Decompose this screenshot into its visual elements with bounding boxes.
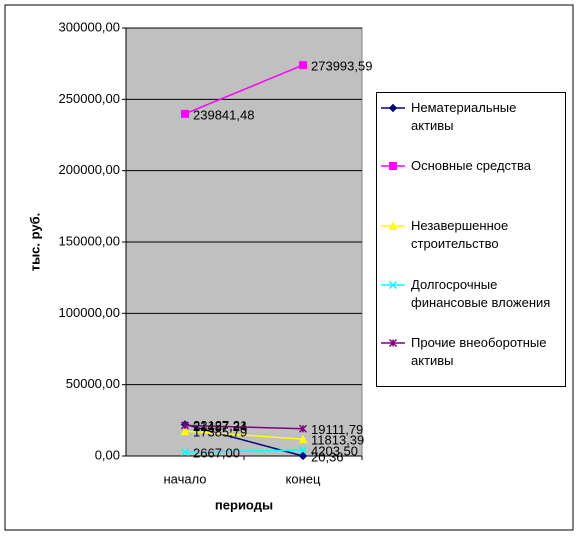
legend-label: Прочие внеоборотные активы	[411, 335, 547, 368]
y-tick-label: 100000,00	[59, 305, 120, 320]
data-label: 4203,50	[311, 443, 358, 458]
marker	[298, 434, 308, 444]
legend-label: Нематериальные активы	[411, 100, 517, 133]
legend-label: Основные средства	[411, 158, 531, 173]
legend-item: Основные средства	[381, 157, 565, 175]
series-line	[184, 449, 304, 453]
data-label: 239841,48	[193, 107, 254, 122]
data-label: 273993,59	[311, 59, 372, 74]
series-line	[184, 430, 304, 440]
marker	[388, 338, 398, 348]
data-label: 22127,21	[193, 418, 247, 433]
data-label: 2667,00	[193, 446, 240, 461]
y-tick-label: 300000,00	[59, 19, 120, 34]
legend-item: Нематериальные активы	[381, 99, 565, 135]
series-line	[184, 64, 304, 115]
marker	[180, 421, 190, 430]
marker	[388, 103, 398, 113]
legend-swatch	[381, 280, 405, 290]
marker	[298, 451, 308, 461]
x-tick-label: конец	[286, 471, 321, 486]
legend-item: Долгосрочные финансовые вложения	[381, 276, 565, 312]
data-label: 17385,79	[193, 425, 247, 440]
marker	[389, 162, 397, 170]
x-axis-title: периоды	[215, 497, 273, 512]
data-label: 19111,79	[311, 422, 363, 437]
legend-item: Незавершенное строительство	[381, 217, 565, 253]
marker	[180, 448, 190, 457]
series-line	[184, 424, 304, 430]
y-tick-label: 0,00	[95, 447, 120, 462]
legend: Нематериальные активы Основные средства Не…	[376, 92, 566, 387]
y-tick-label: 50000,00	[66, 376, 120, 391]
marker	[388, 221, 398, 230]
data-label: 11813,39	[311, 433, 364, 448]
legend-swatch	[381, 162, 405, 170]
marker	[180, 426, 190, 436]
legend-swatch	[381, 221, 405, 230]
x-tick-label: начало	[163, 471, 206, 486]
legend-label: Незавершенное строительство	[411, 218, 509, 251]
marker	[298, 424, 308, 433]
marker	[181, 109, 189, 118]
y-tick-label: 200000,00	[59, 162, 120, 177]
legend-swatch	[381, 338, 405, 348]
legend-label: Долгосрочные финансовые вложения	[411, 277, 551, 310]
marker	[388, 280, 398, 290]
marker	[298, 445, 308, 455]
marker	[299, 61, 307, 70]
y-tick-label: 150000,00	[59, 233, 120, 248]
legend-item: Прочие внеоборотные активы	[381, 334, 565, 370]
data-label: 21487,24	[193, 419, 247, 434]
y-axis-title: тыс. руб.	[27, 213, 42, 272]
y-tick-label: 250000,00	[59, 91, 120, 106]
data-label: 20,36	[311, 449, 344, 464]
legend-swatch	[381, 103, 405, 113]
